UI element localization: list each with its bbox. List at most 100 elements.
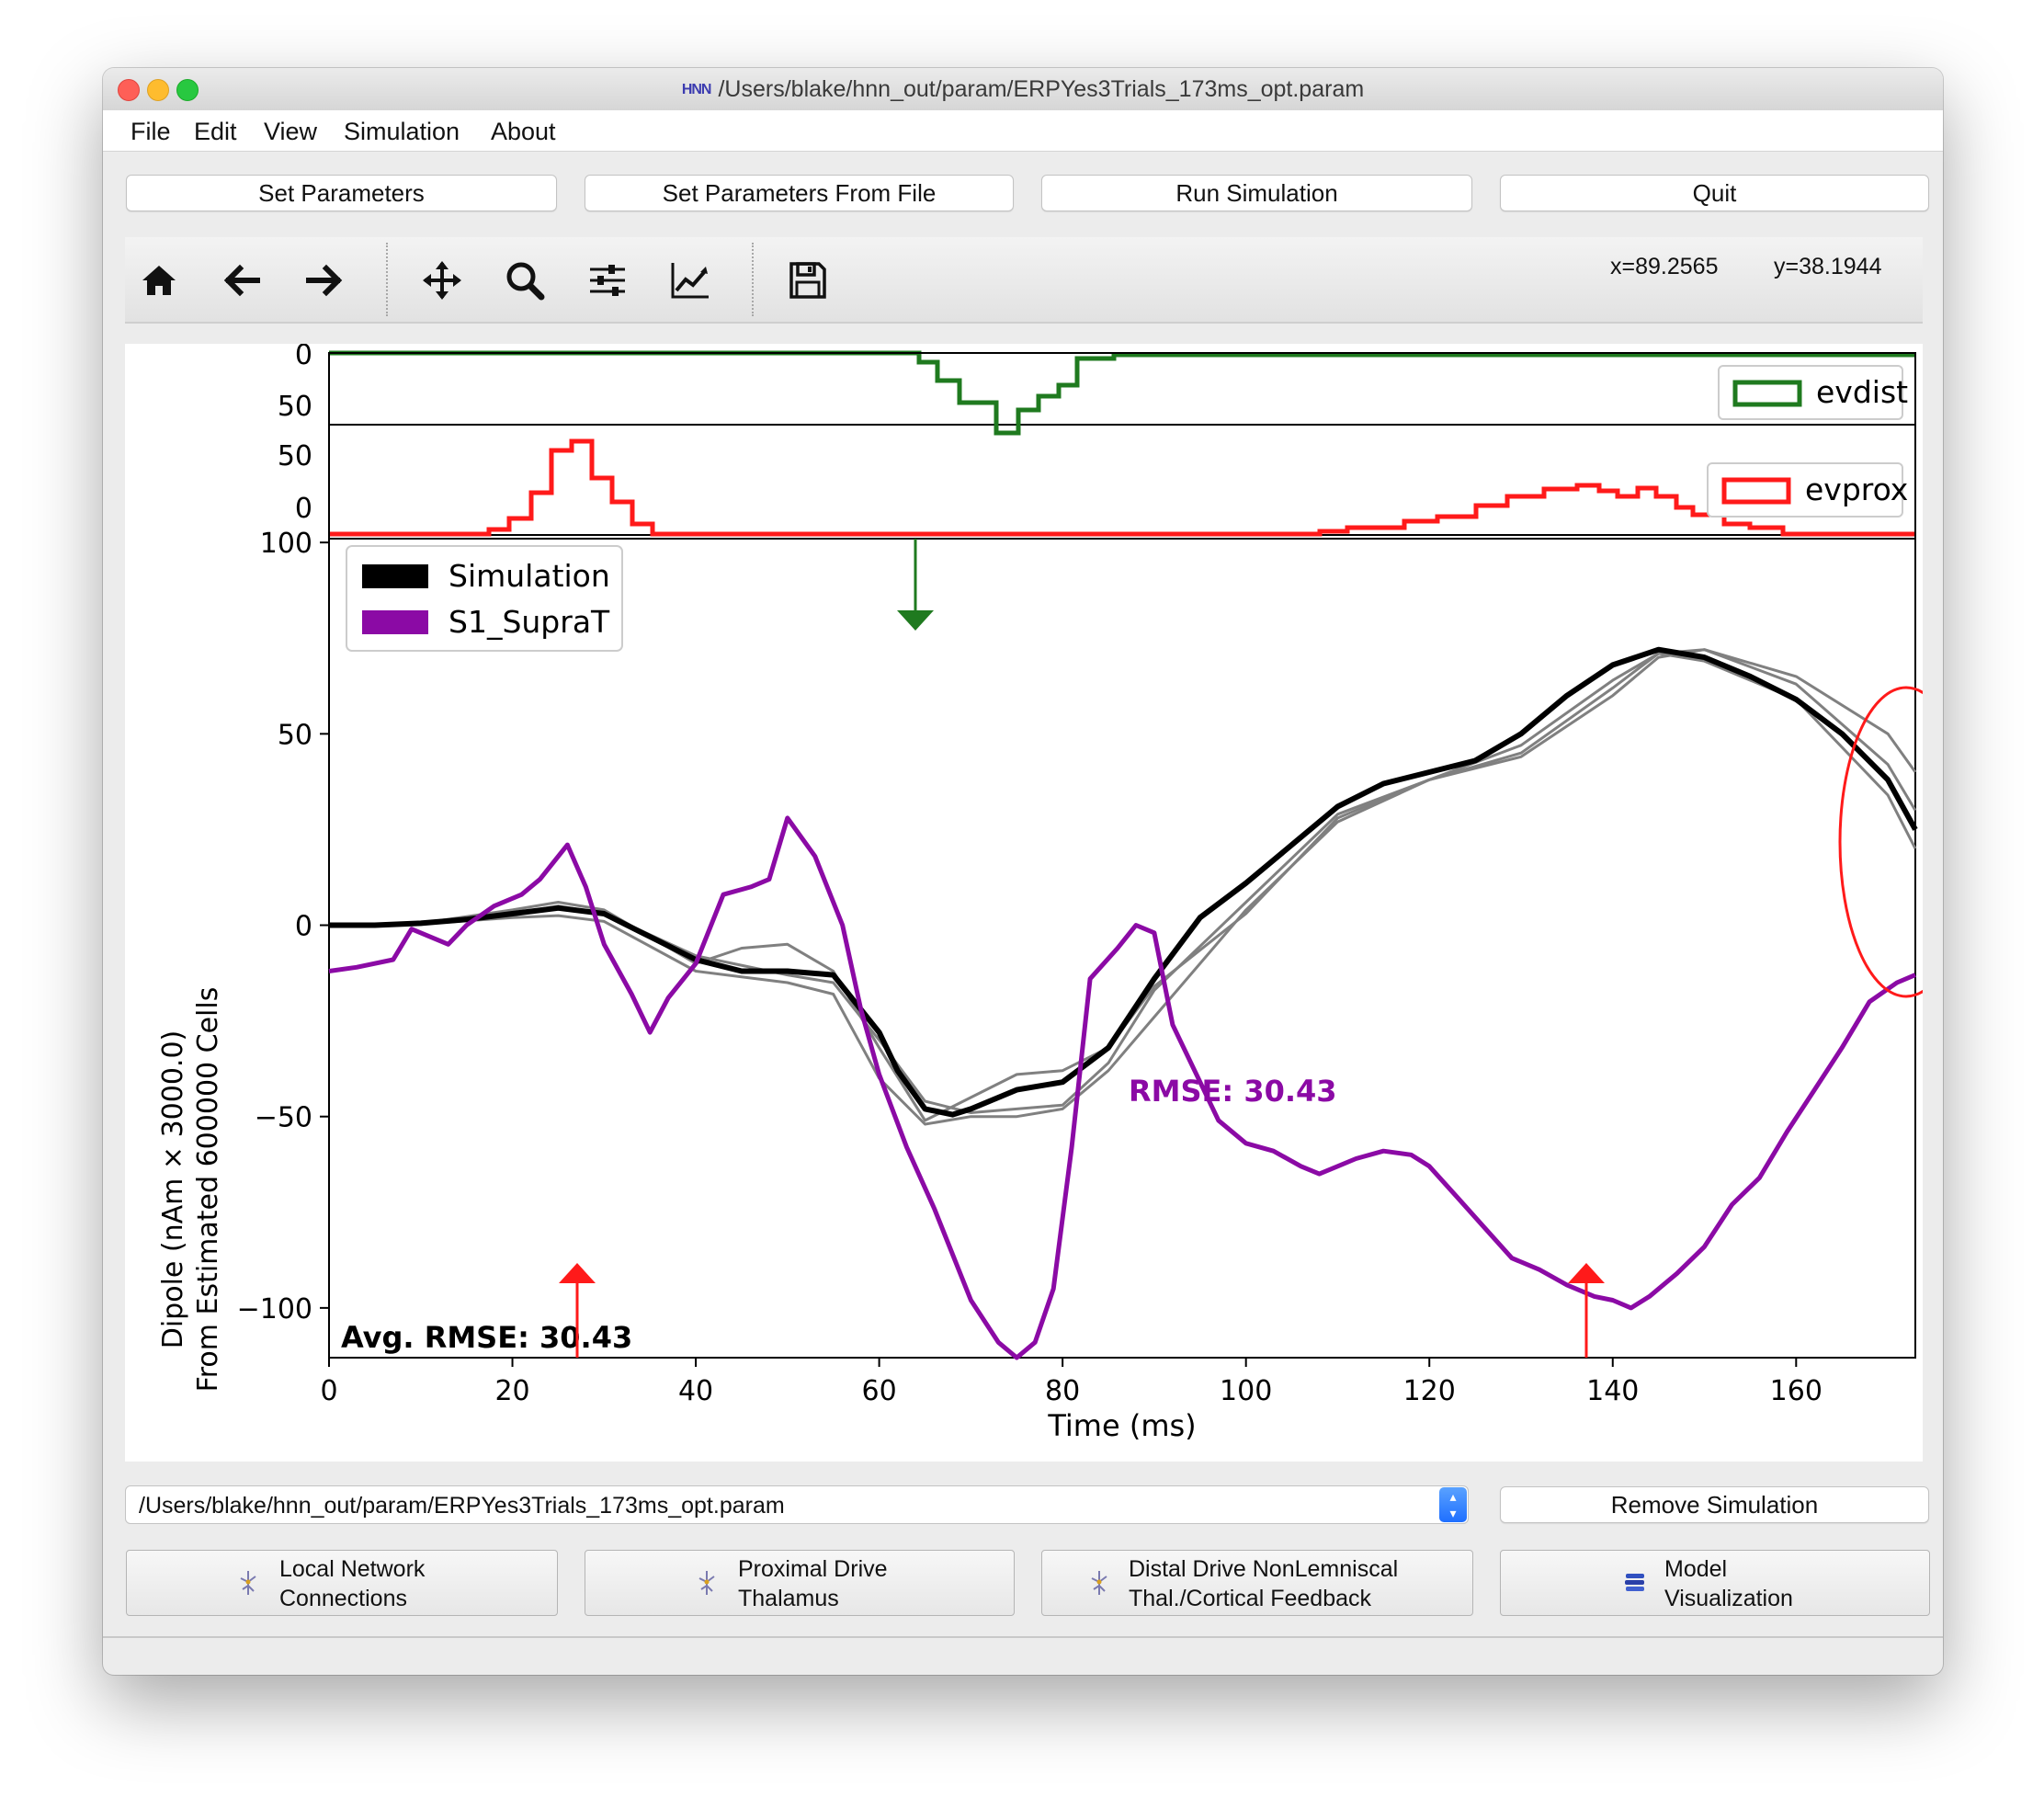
remove-simulation-button[interactable]: Remove Simulation [1500, 1486, 1929, 1523]
dipole-axes-group: 0 20 40 60 80 100 120 140 160 100 50 0 −50 −100 [237, 528, 1915, 1407]
evdist-arrow-head [897, 610, 934, 631]
zoom-icon[interactable] [504, 259, 546, 302]
proximal-drive-thalamus-button[interactable]: Proximal Drive Thalamus [585, 1550, 1015, 1616]
main-window: HNN/Users/blake/hnn_out/param/ERPYes3Tri… [103, 68, 1943, 1675]
menu-edit[interactable]: Edit [194, 118, 237, 145]
avg-rmse-annotation: Avg. RMSE: 30.43 [341, 1320, 632, 1355]
legend-swatch-simulation [362, 564, 428, 588]
y-tick-label: 50 [278, 719, 312, 751]
home-icon[interactable] [138, 259, 180, 302]
dropdown-arrow-icon[interactable]: ▴ ▾ [1439, 1487, 1467, 1522]
minimize-window-button[interactable] [147, 79, 169, 101]
evdist-ytick-0: 0 [295, 344, 312, 371]
legend-label-s1-suprat: S1_SupraT [449, 604, 610, 640]
model-visualization-button[interactable]: Model Visualization [1500, 1550, 1930, 1616]
window-title: HNN/Users/blake/hnn_out/param/ERPYes3Tri… [103, 76, 1943, 103]
toolbar-separator [752, 243, 754, 316]
x-tick-label: 140 [1586, 1375, 1639, 1407]
menu-view[interactable]: View [264, 118, 318, 145]
distal-drive-button[interactable]: Distal Drive NonLemniscal Thal./Cortical… [1041, 1550, 1473, 1616]
network-icon [240, 1571, 256, 1595]
quit-button[interactable]: Quit [1500, 175, 1929, 211]
x-tick-label: 0 [320, 1375, 337, 1407]
y-tick-label: −100 [237, 1293, 312, 1325]
zoom-window-button[interactable] [176, 79, 199, 101]
x-tick-label: 160 [1770, 1375, 1823, 1407]
x-tick-label: 100 [1220, 1375, 1272, 1407]
evprox-histogram-line [329, 438, 1915, 537]
x-coordinate-readout: x=89.2565 [1610, 254, 1719, 279]
set-parameters-from-file-button[interactable]: Set Parameters From File [585, 175, 1014, 211]
close-window-button[interactable] [118, 79, 140, 101]
evdist-histogram-line [329, 350, 1915, 436]
status-divider [103, 1636, 1943, 1638]
y-tick-label: 0 [295, 911, 312, 943]
evprox-legend-swatch [1721, 477, 1791, 505]
series-line-trial-3 [328, 652, 1917, 1114]
plot-canvas[interactable]: 0 50 evdist 50 0 evprox [125, 339, 1943, 1462]
forward-arrow-icon[interactable] [303, 259, 346, 302]
configure-subplots-icon[interactable] [586, 259, 629, 302]
network-icon [698, 1571, 715, 1595]
distal-drive-label-2: Thal./Cortical Feedback [1129, 1586, 1372, 1611]
y-tick-label: −50 [255, 1102, 312, 1134]
save-icon[interactable] [787, 259, 829, 302]
series-line-simulation [329, 646, 1918, 1118]
x-tick-label: 40 [678, 1375, 713, 1407]
run-simulation-button[interactable]: Run Simulation [1041, 175, 1472, 211]
evprox-legend: evprox [1707, 462, 1908, 518]
model-visualization-label-1: Model [1664, 1556, 1728, 1582]
dipole-series-group [328, 646, 1918, 1360]
dipole-panel: 0 20 40 60 80 100 120 140 160 100 50 0 −50 −100 Dipol… [157, 352, 1943, 1443]
dipole-ylabel-line2: From Estimated 600000 Cells [192, 987, 224, 1393]
dipole-xlabel: Time (ms) [1047, 1408, 1196, 1443]
x-tick-label: 20 [494, 1375, 529, 1407]
back-arrow-icon[interactable] [221, 259, 263, 302]
x-tick-label: 80 [1045, 1375, 1080, 1407]
evprox-ytick-50: 50 [278, 440, 312, 472]
series-line-s1-suprat [328, 815, 1916, 1360]
local-network-label-1: Local Network [279, 1556, 426, 1582]
evprox-input-arrow-2 [1568, 1263, 1605, 1358]
evprox-arrow-head [1568, 1263, 1605, 1283]
toolbar-separator [386, 243, 388, 316]
simulation-selector[interactable]: /Users/blake/hnn_out/param/ERPYes3Trials… [125, 1485, 1469, 1524]
proximal-drive-label-1: Proximal Drive [738, 1556, 888, 1582]
set-parameters-button[interactable]: Set Parameters [126, 175, 557, 211]
legend-swatch-s1-suprat [362, 610, 428, 634]
menu-simulation[interactable]: Simulation [344, 118, 460, 145]
dipole-ylabel-line1: Dipole (nAm × 3000.0) [157, 1030, 189, 1349]
evprox-histogram-panel: 50 0 evprox [278, 438, 1915, 537]
model-visualization-label-2: Visualization [1664, 1586, 1793, 1611]
proximal-drive-label-2: Thalamus [738, 1586, 839, 1611]
menu-bar: File Edit View Simulation About [103, 110, 1943, 152]
menu-about[interactable]: About [491, 118, 556, 145]
x-tick-label: 120 [1403, 1375, 1456, 1407]
evdist-histogram-panel: 0 50 evdist [278, 339, 1915, 436]
plot-figure[interactable]: 0 50 evdist 50 0 evprox [125, 339, 1943, 1462]
title-bar[interactable]: HNN/Users/blake/hnn_out/param/ERPYes3Tri… [103, 68, 1943, 111]
highlight-ellipse [1838, 686, 1943, 998]
local-network-connections-button[interactable]: Local Network Connections [126, 1550, 558, 1616]
x-tick-label: 60 [862, 1375, 897, 1407]
series-line-trial-1 [328, 648, 1917, 1122]
series-line-trial-2 [328, 648, 1917, 1126]
menu-file[interactable]: File [131, 118, 171, 145]
app-logo-icon: HNN [681, 82, 712, 97]
evprox-arrow-head [559, 1263, 596, 1283]
model-layers-icon [1625, 1574, 1644, 1591]
y-coordinate-readout: y=38.1944 [1774, 254, 1882, 279]
rmse-annotation: RMSE: 30.43 [1129, 1074, 1337, 1109]
simulation-selector-value: /Users/blake/hnn_out/param/ERPYes3Trials… [139, 1493, 785, 1519]
distal-drive-label-1: Distal Drive NonLemniscal [1129, 1556, 1399, 1582]
plot-frame [328, 352, 1916, 1359]
evprox-input-arrow-1 [559, 1263, 596, 1358]
pan-icon[interactable] [421, 259, 463, 302]
evprox-legend-label: evprox [1805, 472, 1908, 507]
local-network-label-2: Connections [279, 1586, 407, 1611]
legend-label-simulation: Simulation [449, 558, 610, 594]
evdist-legend: evdist [1718, 365, 1908, 420]
edit-axis-icon[interactable] [669, 259, 711, 302]
network-icon [1091, 1571, 1107, 1595]
dipole-legend: Simulation S1_SupraT [346, 545, 623, 652]
